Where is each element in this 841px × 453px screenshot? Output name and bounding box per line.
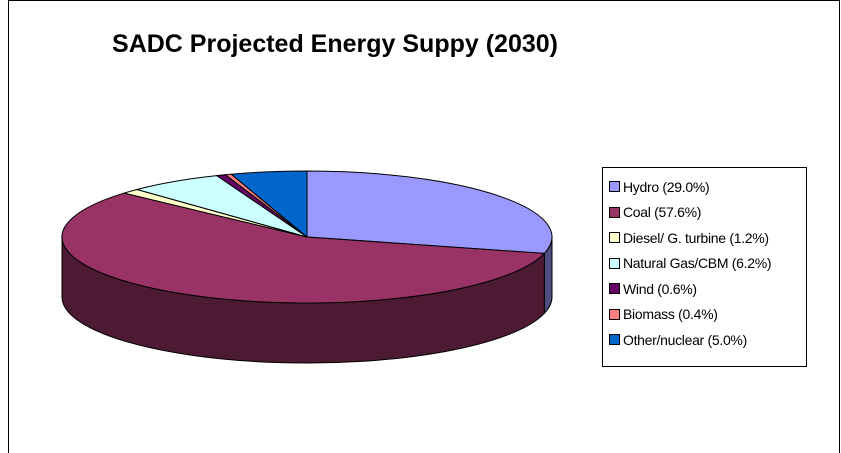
chart-border-right [839, 0, 840, 453]
legend-item: Hydro (29.0%) [603, 174, 806, 200]
legend-label: Other/nuclear (5.0%) [623, 331, 747, 348]
legend-item: Wind (0.6%) [603, 276, 806, 302]
legend-item: Diesel/ G. turbine (1.2%) [603, 225, 806, 251]
legend-label: Coal (57.6%) [623, 204, 702, 221]
pie-chart [61, 170, 553, 364]
chart-area [8, 0, 840, 453]
legend-item: Biomass (0.4%) [603, 302, 806, 328]
pie-slice-1 [61, 192, 546, 304]
legend-label: Hydro (29.0%) [623, 178, 710, 195]
pie-slice-6 [230, 170, 308, 239]
legend-item: Coal (57.6%) [603, 200, 806, 226]
legend-item: Other/nuclear (5.0%) [603, 327, 806, 353]
legend-label: Biomass (0.4%) [623, 306, 718, 323]
legend-swatch [609, 283, 620, 295]
legend-label: Wind (0.6%) [623, 280, 697, 297]
legend-swatch [609, 232, 620, 244]
pie-slice-0 [306, 170, 553, 254]
legend-label: Diesel/ G. turbine (1.2%) [623, 229, 769, 246]
legend-label: Natural Gas/CBM (6.2%) [623, 255, 772, 272]
chart-legend: Hydro (29.0%) Coal (57.6%) Diesel/ G. turb… [602, 167, 807, 367]
legend-swatch [609, 334, 620, 346]
chart-title: SADC Projected Energy Suppy (2030) [112, 30, 558, 58]
legend-swatch [609, 308, 620, 320]
legend-swatch [609, 181, 620, 193]
legend-item: Natural Gas/CBM (6.2%) [603, 251, 806, 277]
legend-swatch [609, 206, 620, 218]
legend-swatch [609, 257, 620, 269]
